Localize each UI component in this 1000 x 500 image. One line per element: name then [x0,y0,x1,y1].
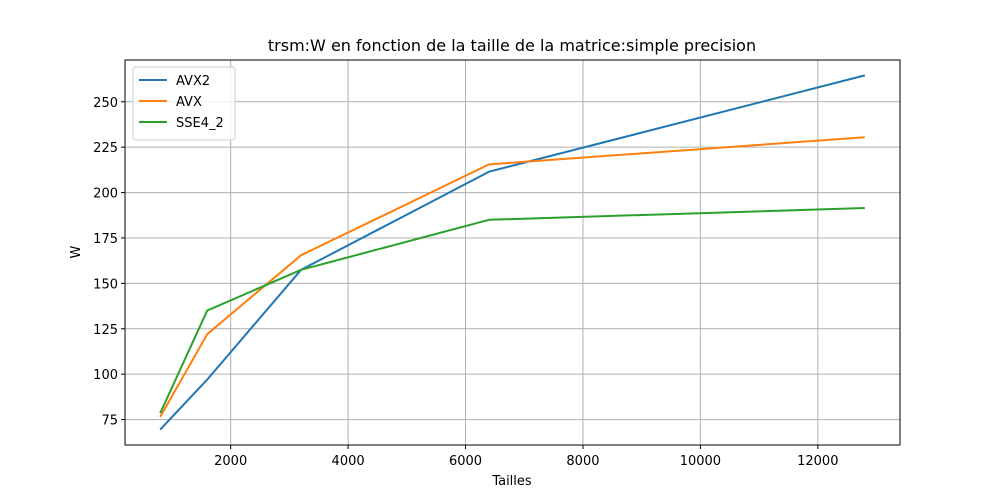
y-tick-label: 200 [93,187,118,202]
chart-title: trsm:W en fonction de la taille de la ma… [268,36,756,55]
x-tick-label: 8000 [566,454,599,469]
y-tick-label: 225 [93,141,118,156]
y-tick-label: 175 [93,232,118,247]
y-tick-label: 75 [101,414,118,429]
y-tick-label: 125 [93,323,118,338]
x-tick-label: 4000 [332,454,365,469]
series-line-avx [159,136,865,418]
legend-label: SSE4_2 [176,116,224,131]
legend-label: AVX2 [176,74,210,89]
legend: AVX2 AVX SSE4_2 [132,66,236,141]
x-tick-label: 6000 [449,454,482,469]
series-line-sse4-2 [159,207,865,414]
y-tick-label: 150 [93,277,118,292]
y-tick-label: 100 [93,368,118,383]
x-tick-label: 12000 [797,454,838,469]
y-tick-label: 250 [93,96,118,111]
series-layer [159,74,866,431]
x-tick-label: 10000 [680,454,721,469]
grid-layer [125,60,900,445]
x-axis-label: Tailles [491,474,532,489]
tick-layer: 2000 4000 6000 8000 10000 12000 75 100 125 150 175… [93,96,838,469]
plot-frame [124,59,901,446]
x-tick-label: 2000 [214,454,247,469]
y-axis-label: W [69,245,84,258]
series-line-avx2 [159,74,866,431]
legend-label: AVX [176,95,202,110]
